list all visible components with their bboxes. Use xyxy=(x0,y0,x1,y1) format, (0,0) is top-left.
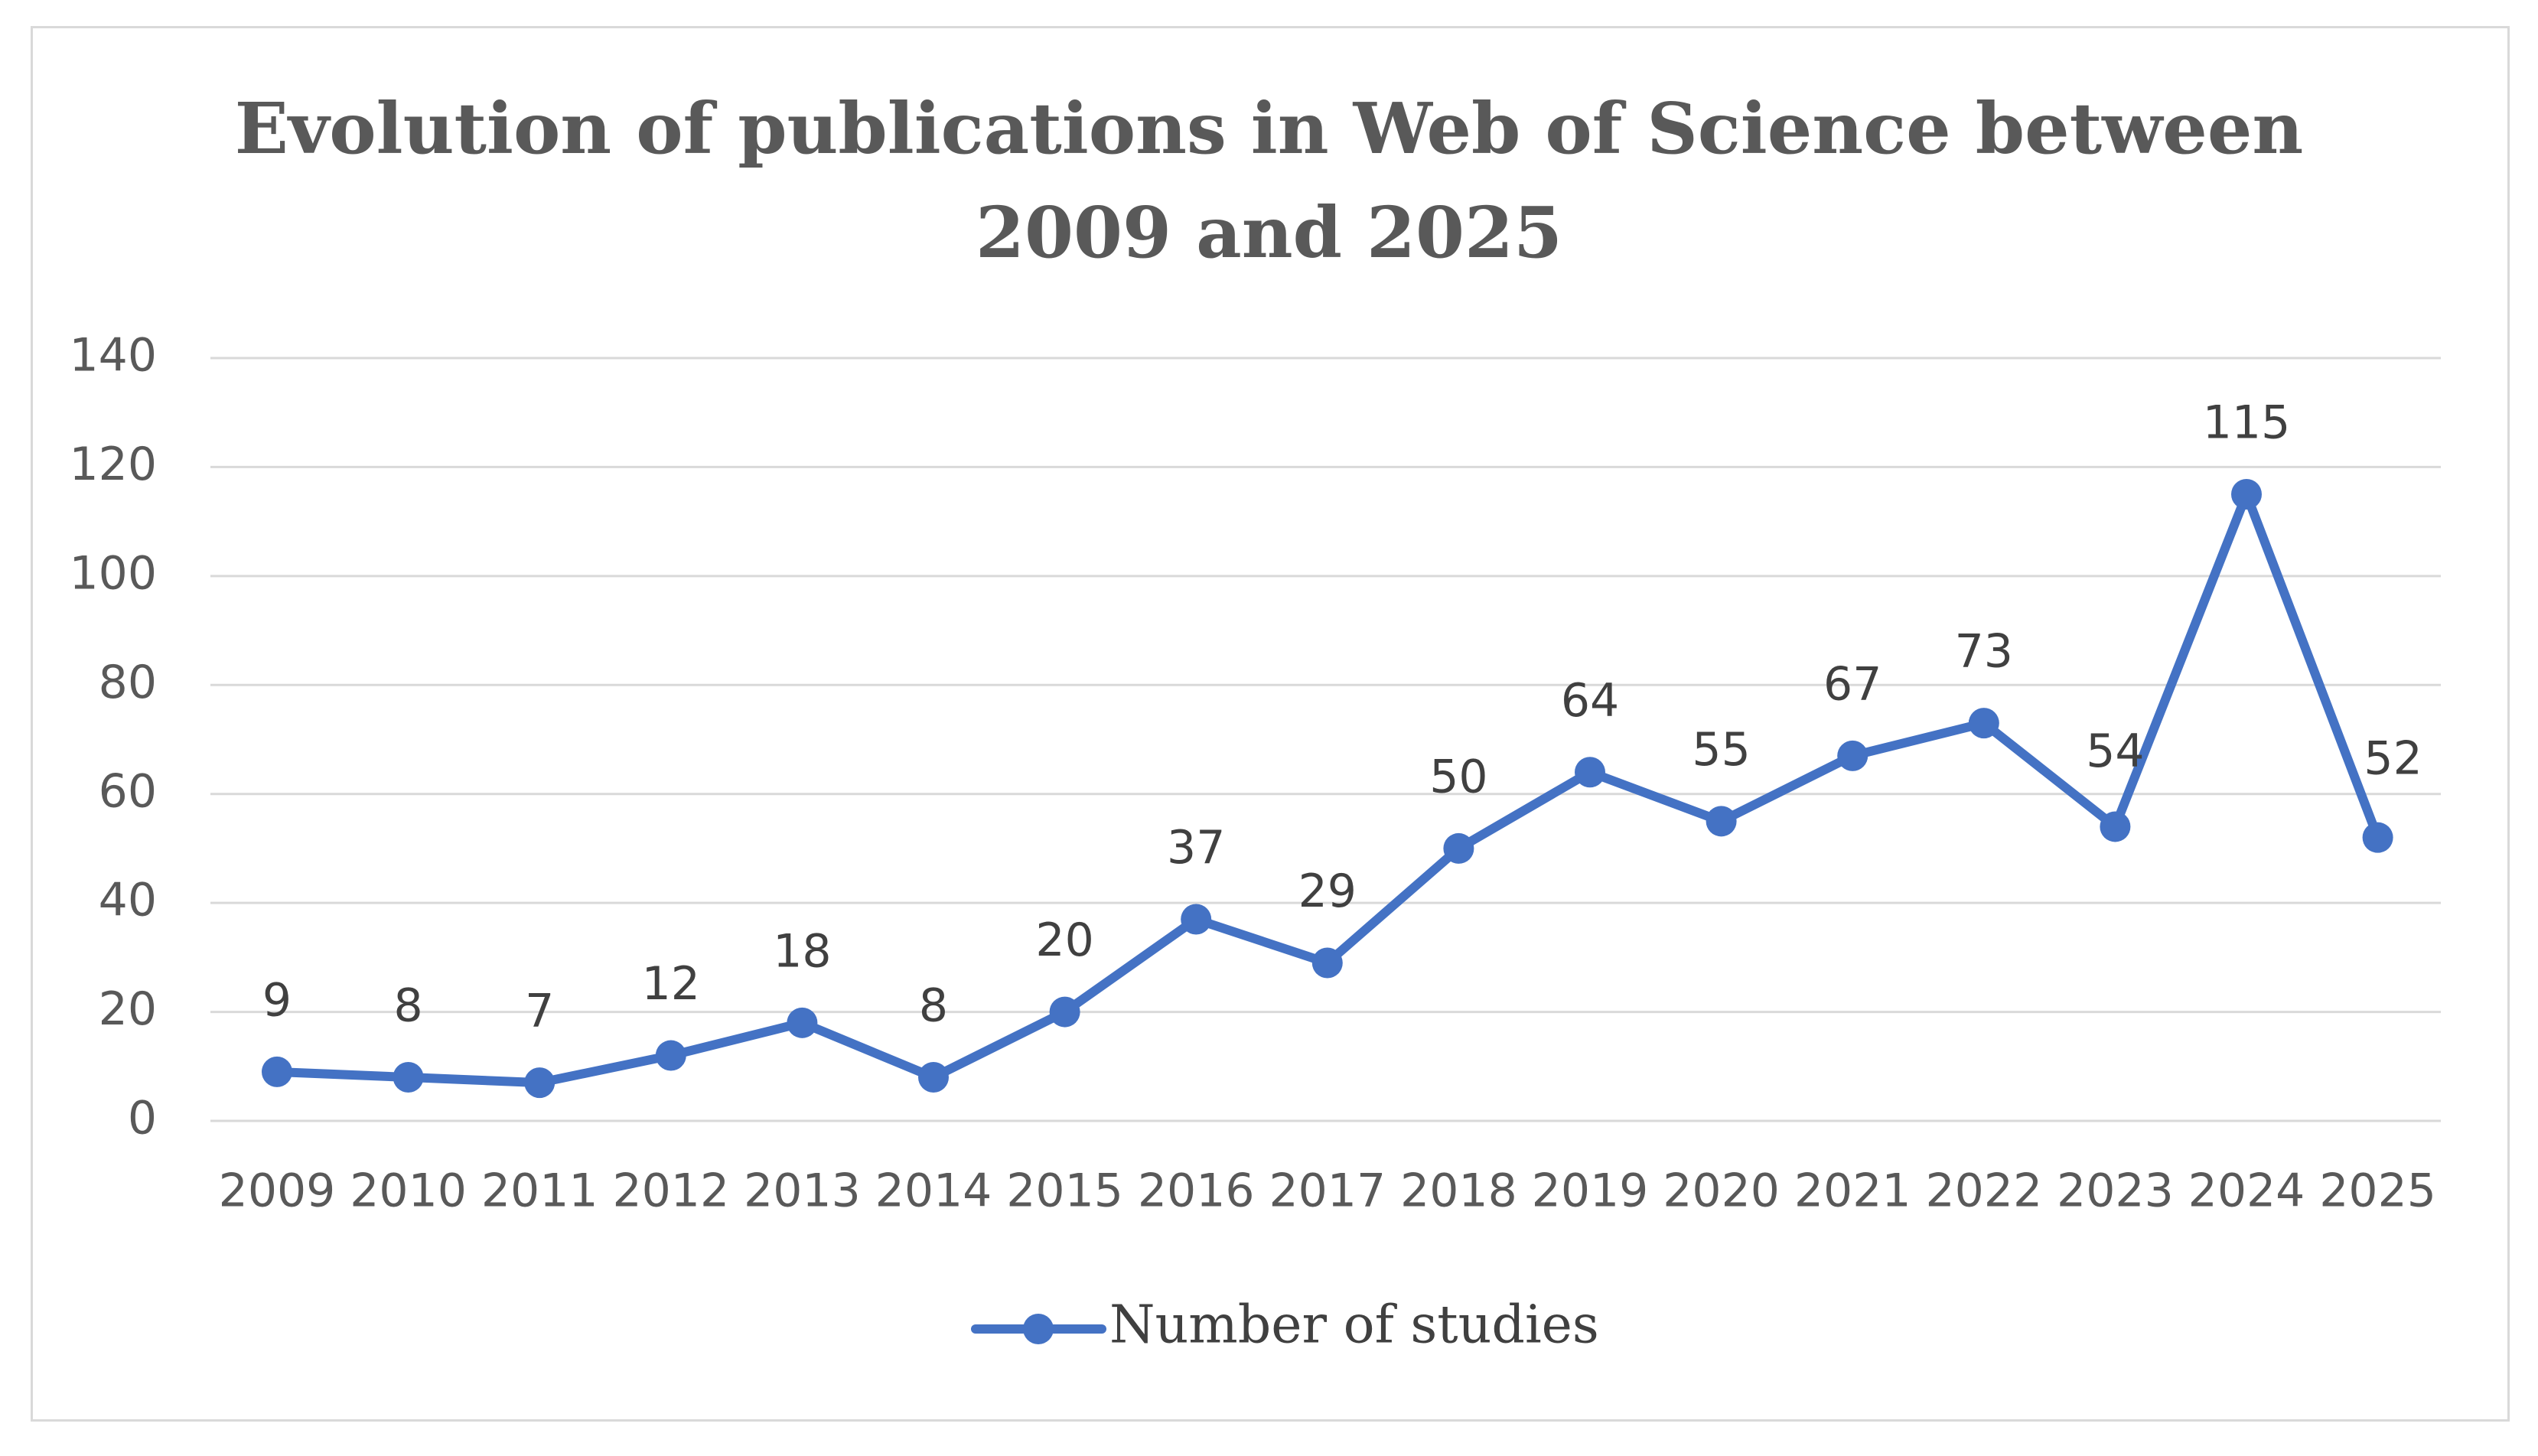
series-line xyxy=(272,490,2383,1088)
data-point-2012 xyxy=(655,1040,686,1071)
legend-label: Number of studies xyxy=(1109,1295,1599,1356)
data-label-2009: 9 xyxy=(262,974,292,1028)
y-axis-ticks: 0 20 40 60 80 100 120 140 xyxy=(69,329,157,1145)
x-tick-label-2025: 2025 xyxy=(2319,1164,2436,1218)
data-label-2025: 52 xyxy=(2364,731,2422,785)
data-label-2017: 29 xyxy=(1298,865,1357,918)
data-point-2025 xyxy=(2362,822,2393,853)
chart-title-line-2: 2009 and 2025 xyxy=(976,191,1562,274)
x-tick-label-2014: 2014 xyxy=(875,1164,992,1218)
data-point-2013 xyxy=(787,1007,818,1038)
data-point-2014 xyxy=(918,1062,949,1093)
data-point-2010 xyxy=(393,1062,424,1093)
y-tick-label-100: 100 xyxy=(69,546,157,600)
x-tick-label-2018: 2018 xyxy=(1400,1164,1517,1218)
data-point-2016 xyxy=(1181,904,1212,935)
y-tick-label-140: 140 xyxy=(69,329,157,383)
x-tick-label-2020: 2020 xyxy=(1663,1164,1780,1218)
y-tick-label-60: 60 xyxy=(99,764,157,818)
chart-title-line-1: Evolution of publications in Web of Scie… xyxy=(234,87,2304,170)
data-point-2019 xyxy=(1575,757,1605,788)
legend-marker xyxy=(1023,1314,1054,1344)
data-point-2024 xyxy=(2231,479,2262,510)
x-tick-label-2019: 2019 xyxy=(1532,1164,1649,1218)
chart-frame xyxy=(31,26,2510,1422)
x-tick-label-2011: 2011 xyxy=(481,1164,598,1218)
data-point-2020 xyxy=(1706,806,1737,837)
x-tick-label-2023: 2023 xyxy=(2057,1164,2174,1218)
data-label-2013: 18 xyxy=(773,924,831,978)
x-axis-ticks: 2009 2010 2011 2012 2013 2014 2015 2016 2017 2018… xyxy=(219,1164,2436,1218)
data-label-2023: 54 xyxy=(2086,725,2144,778)
data-label-2014: 8 xyxy=(919,979,948,1033)
x-tick-label-2015: 2015 xyxy=(1006,1164,1123,1218)
data-point-2021 xyxy=(1837,740,1868,771)
data-label-2021: 67 xyxy=(1823,657,1882,711)
legend: Number of studies xyxy=(971,1295,1599,1356)
x-tick-label-2009: 2009 xyxy=(219,1164,336,1218)
series-number-of-studies xyxy=(262,479,2393,1099)
gridlines xyxy=(210,357,2441,1122)
y-tick-label-0: 0 xyxy=(128,1092,157,1145)
data-label-2019: 64 xyxy=(1561,674,1619,728)
x-tick-label-2012: 2012 xyxy=(612,1164,729,1218)
data-labels: 9 8 7 12 18 8 20 37 29 50 64 55 67 73 54 115 52 xyxy=(262,396,2422,1038)
x-tick-label-2013: 2013 xyxy=(744,1164,861,1218)
y-tick-label-80: 80 xyxy=(99,656,157,709)
x-tick-label-2021: 2021 xyxy=(1794,1164,1911,1218)
y-tick-label-40: 40 xyxy=(99,874,157,927)
data-label-2011: 7 xyxy=(525,985,554,1038)
data-label-2010: 8 xyxy=(394,979,423,1033)
y-tick-label-20: 20 xyxy=(99,982,157,1036)
data-label-2015: 20 xyxy=(1035,914,1093,967)
data-point-2011 xyxy=(524,1067,555,1099)
x-tick-label-2022: 2022 xyxy=(1925,1164,2042,1218)
data-label-2024: 115 xyxy=(2203,396,2291,450)
data-label-2012: 12 xyxy=(642,957,700,1011)
y-tick-label-120: 120 xyxy=(69,438,157,491)
data-label-2020: 55 xyxy=(1692,723,1750,777)
data-label-2018: 50 xyxy=(1429,751,1487,804)
chart-title: Evolution of publications in Web of Scie… xyxy=(0,77,2538,285)
data-label-2022: 73 xyxy=(1955,625,2013,679)
x-tick-label-2024: 2024 xyxy=(2188,1164,2305,1218)
data-point-2017 xyxy=(1311,947,1343,979)
data-label-2016: 37 xyxy=(1167,821,1225,875)
data-point-2015 xyxy=(1049,996,1080,1028)
x-tick-label-2017: 2017 xyxy=(1269,1164,1386,1218)
x-tick-label-2010: 2010 xyxy=(350,1164,467,1218)
data-point-2009 xyxy=(262,1056,292,1087)
data-point-2018 xyxy=(1443,832,1474,864)
data-point-2022 xyxy=(1968,708,1999,739)
x-tick-label-2016: 2016 xyxy=(1138,1164,1255,1218)
data-point-2023 xyxy=(2100,811,2131,842)
